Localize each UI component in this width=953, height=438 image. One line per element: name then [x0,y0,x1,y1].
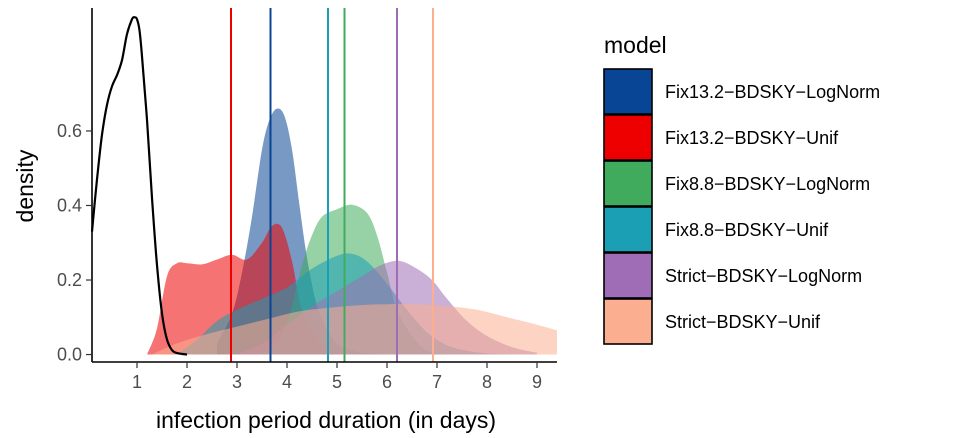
density-area-6 [152,304,557,355]
legend-key-1 [603,68,653,115]
x-tick-label-4: 4 [282,372,292,392]
y-tick-label-3: 0.6 [57,121,82,141]
x-tick-label-8: 8 [482,372,492,392]
legend-label-2: Fix13.2−BDSKY−Unif [665,128,839,148]
reference-curve [90,16,188,356]
legend-key-4 [603,206,653,253]
legend-key-6 [603,298,653,345]
x-tick-label-7: 7 [432,372,442,392]
axes [91,8,557,363]
legend-key-3 [603,160,653,207]
legend: model Fix13.2−BDSKY−LogNorm Fix13.2−BDSKY… [603,32,880,345]
legend-label-3: Fix8.8−BDSKY−LogNorm [665,174,870,194]
y-tick-label-0: 0.0 [57,345,82,365]
y-tick-label-2: 0.4 [57,195,82,215]
x-tick-label-2: 2 [182,372,192,392]
legend-key-2 [603,114,653,161]
x-axis-title: infection period duration (in days) [156,407,496,433]
x-axis-ticks: 1 2 3 4 5 6 7 8 9 [132,362,542,392]
y-axis-title: density [12,149,38,222]
y-axis-ticks: 0.0 0.2 0.4 0.6 [57,121,92,365]
x-tick-label-9: 9 [532,372,542,392]
x-tick-label-6: 6 [382,372,392,392]
legend-label-1: Fix13.2−BDSKY−LogNorm [665,82,880,102]
median-lines [230,8,434,362]
y-tick-label-1: 0.2 [57,270,82,290]
legend-title: model [604,32,667,58]
legend-label-6: Strict−BDSKY−Unif [665,312,821,332]
density-areas [147,108,557,355]
x-tick-label-5: 5 [332,372,342,392]
legend-key-5 [603,252,653,299]
legend-label-5: Strict−BDSKY−LogNorm [665,266,862,286]
x-tick-label-1: 1 [132,372,142,392]
x-tick-label-3: 3 [232,372,242,392]
reference-curve-group [90,16,188,356]
legend-label-4: Fix8.8−BDSKY−Unif [665,220,829,240]
